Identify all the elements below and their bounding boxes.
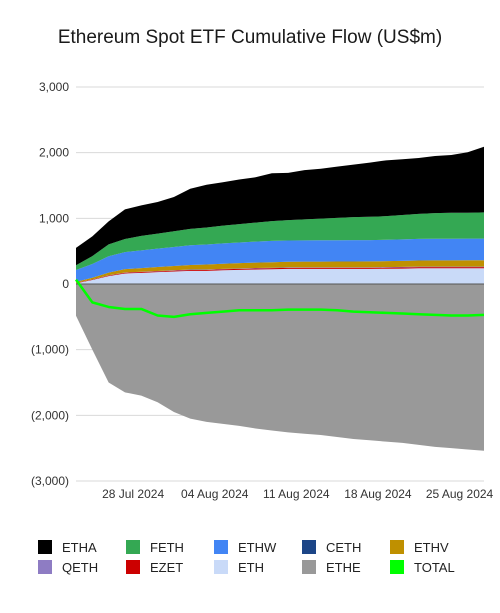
y-tick-label: 3,000 <box>39 80 69 94</box>
total-line <box>74 278 485 319</box>
area-ethe <box>76 284 484 451</box>
area-ethw <box>76 238 484 282</box>
legend-row: ETHA FETH ETHW CETH ETHV <box>38 537 488 557</box>
legend-item-feth[interactable]: FETH <box>126 537 214 557</box>
legend-item-ethw[interactable]: ETHW <box>214 537 302 557</box>
legend-label: ETHE <box>326 559 361 575</box>
x-tick-label: 04 Aug 2024 <box>181 487 249 501</box>
legend-item-etha[interactable]: ETHA <box>38 537 126 557</box>
y-axis-tick-labels: 3,000 2,000 1,000 0 (1,000) (2,000) (3,000) <box>31 80 69 488</box>
x-tick-label: 18 Aug 2024 <box>344 487 412 501</box>
legend-swatch <box>126 560 140 574</box>
y-tick-label: (3,000) <box>31 474 69 488</box>
legend-item-ceth[interactable]: CETH <box>302 537 390 557</box>
y-tick-label: 1,000 <box>39 211 69 225</box>
x-axis-tick-labels: 28 Jul 2024 04 Aug 2024 11 Aug 2024 18 Aug … <box>102 487 493 501</box>
legend-label: TOTAL <box>414 559 455 575</box>
stacked-areas <box>76 146 484 451</box>
legend-item-qeth[interactable]: QETH <box>38 557 126 577</box>
legend-label: EZET <box>150 559 184 575</box>
legend-item-total[interactable]: TOTAL <box>390 557 478 577</box>
legend-item-eth[interactable]: ETH <box>214 557 302 577</box>
legend-swatch <box>126 540 140 554</box>
legend-swatch <box>302 540 316 554</box>
legend-row: QETH EZET ETH ETHE TOTAL <box>38 557 488 577</box>
legend-swatch <box>38 560 52 574</box>
legend-item-ethv[interactable]: ETHV <box>390 537 478 557</box>
y-tick-label: (1,000) <box>31 343 69 357</box>
legend-swatch <box>390 560 404 574</box>
y-tick-label: (2,000) <box>31 408 69 422</box>
area-etha <box>76 146 484 266</box>
total-line-layer <box>74 278 485 319</box>
x-tick-label: 25 Aug 2024 <box>426 487 494 501</box>
y-tick-label: 2,000 <box>39 146 69 160</box>
legend-item-ethe[interactable]: ETHE <box>302 557 390 577</box>
legend-label: CETH <box>326 539 362 555</box>
x-tick-label: 11 Aug 2024 <box>263 487 330 501</box>
area-ezet <box>76 267 484 284</box>
legend-label: QETH <box>62 559 99 575</box>
y-tick-label: 0 <box>62 277 69 291</box>
legend-label: ETH <box>238 559 264 575</box>
legend: ETHA FETH ETHW CETH ETHV QETH EZET <box>38 537 488 577</box>
legend-swatch <box>38 540 52 554</box>
legend-label: ETHA <box>62 539 97 555</box>
legend-item-ezet[interactable]: EZET <box>126 557 214 577</box>
legend-swatch <box>214 560 228 574</box>
legend-label: ETHV <box>414 539 449 555</box>
x-tick-label: 28 Jul 2024 <box>102 487 164 501</box>
legend-swatch <box>214 540 228 554</box>
chart-title: Ethereum Spot ETF Cumulative Flow (US$m) <box>57 27 443 48</box>
legend-swatch <box>390 540 404 554</box>
legend-label: FETH <box>150 539 184 555</box>
legend-swatch <box>302 560 316 574</box>
area-eth <box>76 268 484 284</box>
area-ethv <box>76 260 484 283</box>
legend-label: ETHW <box>238 539 277 555</box>
area-feth <box>76 212 484 270</box>
